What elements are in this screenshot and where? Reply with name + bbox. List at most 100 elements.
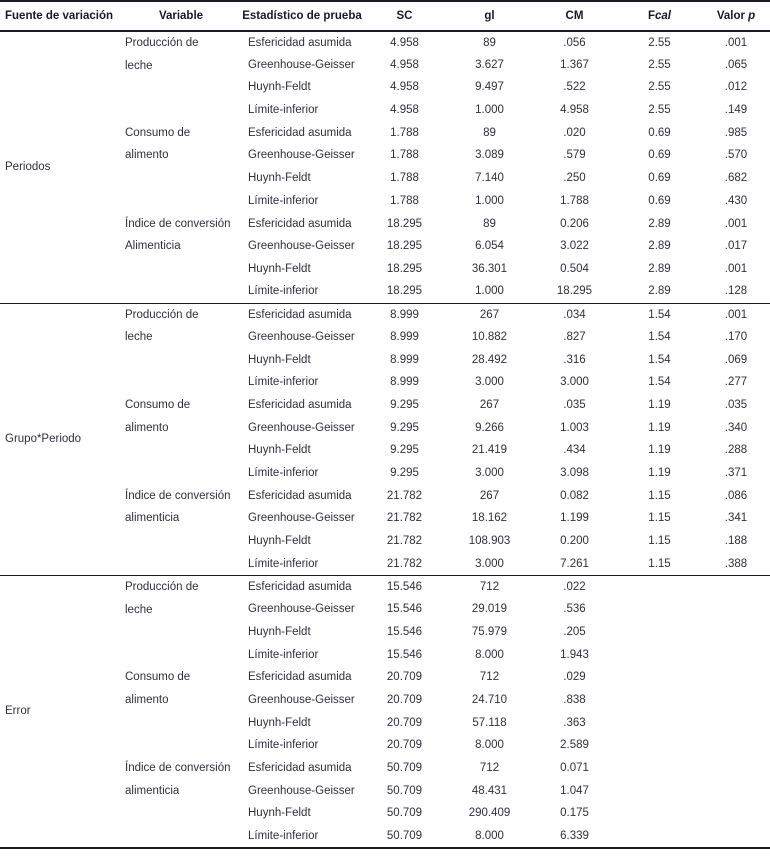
table-row: Greenhouse-Geisser 4.958 3.627 1.367 2.55 .06… [0,54,770,77]
table-row: Índice de conversión alimenticia Esfericid… [0,484,770,576]
gl-value-cell: 7.140 [475,172,504,185]
table-row: Greenhouse-Geisser 20.709 24.710 .838 [0,689,770,712]
sc-value-cell: 15.546 [386,603,423,616]
test-name-cell: Huynh-Feldt [248,353,311,366]
valor-p-value-cell [702,757,770,780]
cm-value-cell: .536 [563,603,586,616]
valor-p-value-cell [702,689,770,712]
fcal-value-cell [617,644,702,667]
gl-value-cell: 89 [483,217,496,230]
section-label: Error [0,575,120,849]
valor-p-value-cell: .340 [724,421,748,434]
fcal-value-cell: 1.19 [648,399,671,412]
valor-p-value-cell: .288 [724,444,748,457]
gl-value-cell: 1.000 [475,104,504,117]
valor-p-value-cell [702,621,770,644]
fcal-value-cell: 1.15 [648,489,671,502]
test-name-cell: Greenhouse-Geisser [248,58,355,71]
cm-value-cell: .205 [563,625,586,638]
sc-value-cell: 9.295 [390,467,419,480]
gl-value-cell: 10.882 [471,330,508,343]
fcal-value-cell: 1.19 [648,467,671,480]
test-name-cell: Esfericidad asumida [248,36,352,49]
variable-label: Índice de conversión alimenticia [120,484,242,576]
fcal-value-cell: 1.15 [648,535,671,548]
section-label: Grupo*Periodo [0,303,120,577]
cm-value-cell: 0.175 [560,807,589,820]
valor-p-value-cell: .985 [724,126,748,139]
valor-p-value-cell [702,780,770,803]
cm-value-cell: 0.200 [560,535,589,548]
table-row: Huynh-Feldt 20.709 57.118 .363 [0,712,770,735]
sc-value-cell: 21.782 [386,489,423,502]
sc-value-cell: 9.295 [390,421,419,434]
test-name-cell: Límite-inferior [248,467,319,480]
valor-p-value-cell: .069 [724,353,748,366]
cm-value-cell: 4.958 [560,104,589,117]
gl-value-cell: 267 [479,308,500,321]
gl-value-cell: 29.019 [471,603,508,616]
cm-value-cell: 7.261 [532,552,617,576]
fcal-value-cell: 1.54 [648,376,671,389]
sc-value-cell: 21.782 [386,535,423,548]
fcal-value-cell: 2.89 [617,280,702,304]
fcal-value-cell [617,621,702,644]
gl-value-cell: 9.266 [475,421,504,434]
valor-p-value-cell: .001 [724,36,748,49]
cm-value-cell: 2.589 [560,739,589,752]
table-row: Límite-inferior 50.709 8.000 6.339 [0,825,770,849]
variable-label: Índice de conversión alimenticia [120,757,242,849]
gl-value-cell: 24.710 [471,693,508,706]
variable-label: Índice de conversión Alimenticia [120,212,242,304]
variable-label: Producción de leche [125,37,199,72]
test-name-cell: Greenhouse-Geisser [248,512,355,525]
fcal-value-cell: 1.54 [648,330,671,343]
cm-value-cell: 1.788 [560,194,589,207]
test-name-cell: Huynh-Feldt [248,172,311,185]
sc-value-cell: 15.546 [386,648,423,661]
gl-value-cell: 8.000 [447,825,532,849]
cm-value-cell: .316 [563,353,586,366]
table-row: Greenhouse-Geisser 8.999 10.882 .827 1.54 .17… [0,326,770,349]
cm-value-cell: .035 [563,399,586,412]
fcal-value-cell [617,598,702,621]
variable-label: Consumo de alimento [125,671,191,706]
gl-value-cell: 75.979 [471,625,508,638]
variable-label: Consumo de alimento [125,126,191,162]
table-row: Consumo de alimento Esfericidad asumida 20.… [0,666,770,706]
test-name-cell: Greenhouse-Geisser [248,421,355,434]
gl-value-cell: 8.000 [475,739,504,752]
fcal-value-cell: 0.69 [648,149,671,162]
table-row: Huynh-Feldt 50.709 290.409 0.175 [0,802,770,825]
sc-value-cell: 20.709 [386,716,423,729]
sc-value-cell: 21.782 [362,552,447,576]
fcal-value-cell: 2.55 [648,36,671,49]
valor-p-value-cell: .128 [702,280,770,304]
cm-value-cell: .363 [563,716,586,729]
gl-value-cell: 267 [479,489,500,502]
sc-value-cell: 15.546 [386,625,423,638]
valor-p-value-cell: .001 [724,308,748,321]
valor-p-value-cell: .371 [724,467,748,480]
table-row: Huynh-Feldt 15.546 75.979 .205 [0,621,770,644]
table-row: Huynh-Feldt 4.958 9.497 .522 2.55 .012 [0,76,770,99]
test-name-cell: Greenhouse-Geisser [248,784,355,797]
valor-p-value-cell: .430 [724,194,748,207]
fcal-value-cell: 0.69 [648,172,671,185]
table-row: Huynh-Feldt 9.295 21.419 .434 1.19 .288 [0,439,770,462]
gl-value-cell: 21.419 [471,444,508,457]
col-header-sc: SC [362,1,447,32]
test-name-cell: Límite-inferior [248,104,319,117]
col-header-cm: CM [532,1,617,32]
sc-value-cell: 18.295 [386,217,423,230]
fcal-value-cell [617,780,702,803]
test-name-cell: Límite-inferior [248,376,319,389]
valor-p-value-cell: .570 [724,149,748,162]
test-name-cell: Límite-inferior [248,648,319,661]
test-name-cell: Límite-inferior [242,552,362,576]
gl-value-cell: 712 [479,671,500,684]
valor-p-value-cell [702,825,770,849]
valor-p-value-cell [702,802,770,825]
table-row: Greenhouse-Geisser 21.782 18.162 1.199 1.15.… [0,507,770,530]
